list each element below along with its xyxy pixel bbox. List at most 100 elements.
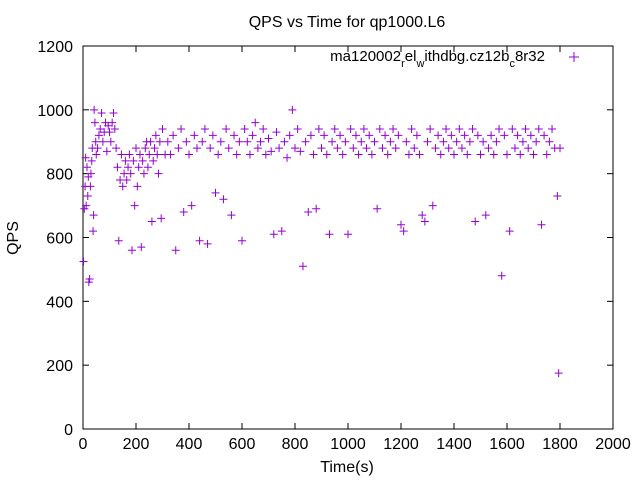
data-point — [532, 137, 541, 146]
data-point — [90, 105, 99, 114]
x-tick-label: 1000 — [330, 436, 366, 453]
data-point — [112, 144, 121, 153]
data-point — [264, 134, 273, 143]
y-tick-label: 200 — [46, 358, 73, 375]
data-point — [128, 246, 137, 255]
data-point — [132, 144, 140, 153]
data-point — [516, 150, 525, 159]
data-point — [426, 124, 435, 133]
data-point — [330, 124, 339, 133]
data-point — [182, 137, 191, 146]
x-axis: 0 200 400 600 800 1000 1200 1400 1600 1800 2000 — [79, 46, 631, 453]
data-point — [450, 150, 458, 159]
data-point — [526, 131, 535, 140]
data-point — [109, 109, 118, 118]
chart-title: QPS vs Time for qp1000.L6 — [249, 14, 446, 31]
data-point — [354, 150, 363, 159]
data-point — [510, 144, 519, 153]
data-point — [122, 176, 131, 185]
data-point — [105, 128, 114, 137]
data-point — [90, 118, 99, 127]
data-point — [163, 137, 172, 146]
data-point — [118, 182, 127, 191]
data-point — [235, 137, 244, 146]
data-point — [338, 150, 347, 159]
data-point — [86, 169, 95, 178]
data-point — [245, 150, 254, 159]
data-point — [518, 137, 527, 146]
y-tick-label: 1200 — [37, 39, 73, 56]
data-point — [457, 144, 466, 153]
y-tick-label: 600 — [46, 231, 73, 248]
data-point — [219, 195, 228, 204]
x-tick-label: 200 — [123, 436, 150, 453]
data-point — [489, 150, 498, 159]
data-point — [155, 137, 164, 146]
data-point — [556, 144, 564, 153]
data-point — [373, 204, 382, 213]
data-point — [203, 239, 212, 248]
legend-marker — [569, 52, 579, 62]
data-point — [113, 163, 122, 172]
data-point — [463, 150, 472, 159]
data-point — [351, 131, 360, 140]
data-point — [452, 137, 461, 146]
data-point — [322, 150, 331, 159]
data-point — [157, 214, 166, 223]
data-point — [93, 144, 102, 153]
data-point — [98, 137, 107, 146]
data-point — [82, 201, 91, 210]
data-point — [243, 137, 252, 146]
data-point — [256, 137, 265, 146]
data-point — [399, 227, 408, 236]
data-point — [81, 153, 90, 162]
data-point — [85, 274, 94, 283]
data-point — [267, 147, 276, 156]
data-point — [402, 137, 411, 146]
data-point — [83, 192, 92, 201]
data-point — [529, 150, 538, 159]
data-point — [166, 150, 175, 159]
x-tick-label: 2000 — [595, 436, 631, 453]
data-point — [216, 137, 225, 146]
data-point — [397, 220, 405, 229]
data-point — [492, 137, 501, 146]
data-points — [79, 105, 564, 378]
data-point — [375, 124, 384, 133]
data-point — [553, 192, 562, 201]
y-tick-label: 800 — [46, 167, 73, 184]
data-point — [296, 147, 305, 156]
data-point — [280, 137, 289, 146]
data-point — [497, 271, 506, 280]
data-point — [261, 150, 270, 159]
data-point — [298, 262, 307, 271]
data-point — [86, 182, 95, 191]
data-point — [277, 227, 286, 236]
data-point — [513, 131, 522, 140]
data-point — [135, 150, 144, 159]
data-point — [171, 246, 180, 255]
data-point — [82, 163, 91, 172]
data-point — [468, 124, 477, 133]
data-point — [431, 144, 440, 153]
data-point — [187, 201, 196, 210]
data-point — [177, 124, 186, 133]
data-point — [272, 128, 281, 137]
data-point — [134, 163, 143, 172]
data-point — [378, 144, 387, 153]
data-point — [481, 211, 490, 220]
data-point — [407, 124, 416, 133]
data-point — [230, 131, 239, 140]
data-point — [121, 156, 130, 165]
data-point — [114, 236, 123, 245]
data-point — [367, 150, 376, 159]
data-point — [87, 156, 96, 165]
data-point — [97, 109, 106, 118]
data-point — [434, 131, 443, 140]
data-point — [283, 153, 292, 162]
data-point — [524, 144, 533, 153]
data-point — [521, 124, 530, 133]
x-axis-label: Time(s) — [320, 459, 374, 476]
data-point — [91, 137, 100, 146]
data-point — [381, 131, 390, 140]
